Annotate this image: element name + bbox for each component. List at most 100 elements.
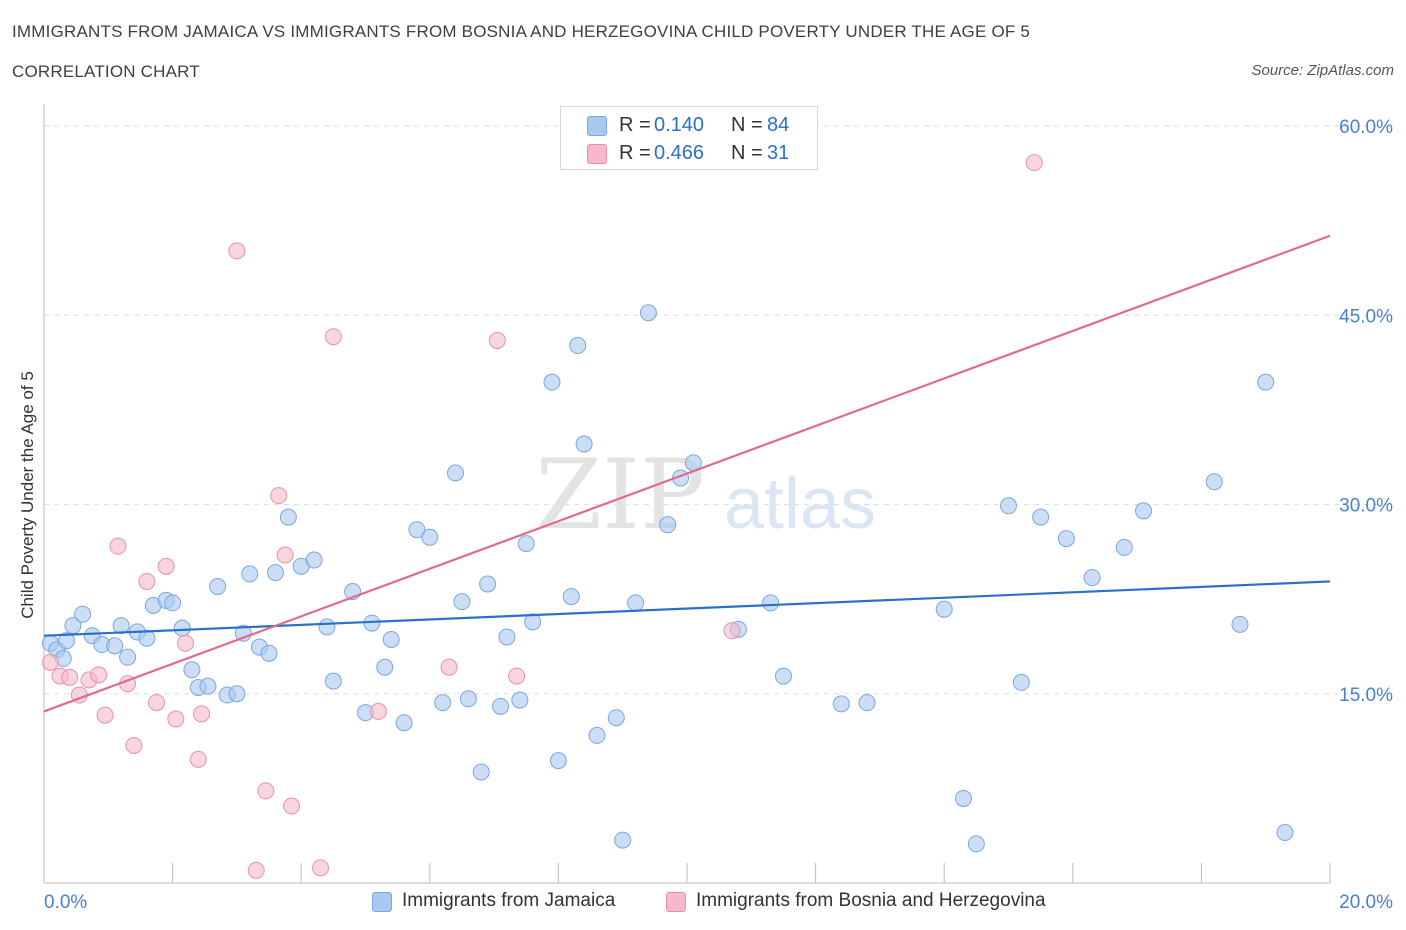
jamaica-point: [324, 672, 342, 690]
n-value: 31: [767, 142, 790, 164]
bosnia-point: [90, 666, 108, 684]
axis-tick-labels: 15.0% 30.0% 45.0% 60.0% 0.0% 20.0%: [44, 117, 1393, 913]
chart-subtitle: CORRELATION CHART: [12, 62, 200, 81]
jamaica-point: [305, 551, 323, 569]
jamaica-point: [543, 373, 561, 391]
watermark-atlas: atlas: [724, 464, 876, 544]
bosnia-point: [96, 706, 114, 724]
r-value: 0.140: [654, 114, 705, 136]
bosnia-point: [270, 487, 288, 505]
y-tick-label: 30.0%: [1339, 496, 1393, 517]
y-tick-label: 45.0%: [1339, 306, 1393, 327]
jamaica-point: [588, 726, 606, 744]
bosnia-point: [125, 736, 143, 754]
jamaica-point: [138, 629, 156, 647]
jamaica-point: [1115, 538, 1133, 556]
jamaica-point: [1205, 473, 1223, 491]
jamaica-point: [1231, 615, 1249, 633]
jamaica-point: [575, 435, 593, 453]
jamaica-point: [569, 337, 587, 355]
bosnia-point: [488, 331, 506, 349]
jamaica-point: [774, 667, 792, 685]
jamaica-point: [119, 648, 137, 666]
jamaica-point: [562, 588, 580, 606]
r-label: R =: [619, 142, 651, 164]
bosnia-point: [311, 859, 329, 877]
legend-label: Immigrants from Bosnia and Herzegovina: [696, 890, 1046, 911]
bosnia-point: [138, 572, 156, 590]
bosnia-point: [193, 705, 211, 723]
jamaica-point: [511, 691, 529, 709]
jamaica-point: [58, 632, 76, 650]
jamaica-point: [318, 618, 336, 636]
jamaica-point: [1000, 497, 1017, 515]
watermark: ZIP atlas: [535, 439, 876, 551]
jamaica-point: [1135, 502, 1153, 520]
jamaica-point: [447, 464, 465, 482]
jamaica-point: [106, 637, 124, 655]
trend-lines: [43, 234, 1331, 713]
bosnia-point: [508, 667, 526, 685]
jamaica-point: [762, 594, 780, 612]
bosnia-point: [1025, 154, 1043, 172]
bosnia-swatch: [587, 144, 607, 164]
jamaica-point: [173, 619, 191, 637]
bosnia-point: [283, 797, 301, 815]
jamaica-point: [74, 605, 92, 623]
jamaica-point: [832, 695, 850, 713]
jamaica-swatch: [587, 116, 607, 136]
stats-row-bosnia: R = 0.466 N = 31: [561, 140, 817, 168]
jamaica-point: [1257, 373, 1275, 391]
x-tick-label: 0.0%: [44, 892, 87, 913]
bosnia-point: [369, 702, 387, 720]
legend-label: Immigrants from Jamaica: [402, 890, 616, 911]
jamaica-point: [549, 752, 567, 770]
jamaica-point: [1057, 530, 1075, 548]
n-label: N =: [731, 142, 763, 164]
jamaica-point: [1276, 824, 1294, 842]
jamaica-point: [376, 658, 394, 676]
jamaica-point: [266, 564, 284, 582]
jamaica-point: [453, 593, 471, 611]
bosnia-point: [41, 653, 59, 671]
n-value: 84: [767, 114, 790, 136]
y-tick-label: 15.0%: [1339, 685, 1393, 706]
jamaica-point: [434, 694, 452, 712]
jamaica-point: [228, 685, 246, 703]
jamaica-trend-line: [43, 580, 1331, 637]
bosnia-point: [228, 242, 246, 260]
jamaica-point: [1032, 508, 1050, 526]
jamaica-point: [199, 677, 217, 695]
jamaica-point: [967, 835, 985, 853]
bosnia-point: [167, 710, 185, 728]
r-value: 0.466: [654, 142, 705, 164]
bosnia-point: [324, 328, 342, 346]
watermark-zip: ZIP: [535, 439, 704, 551]
bosnia-point: [276, 546, 294, 564]
source-label: Source: ZipAtlas.com: [1251, 62, 1394, 79]
jamaica-point: [659, 516, 677, 534]
jamaica-swatch: [372, 892, 392, 912]
jamaica-point: [614, 831, 632, 849]
jamaica-point: [382, 630, 400, 648]
bosnia-point: [61, 668, 79, 686]
jamaica-point: [627, 594, 645, 612]
jamaica-point: [935, 600, 953, 618]
jamaica-point: [395, 714, 413, 732]
jamaica-point: [954, 789, 972, 807]
axes: [43, 104, 1331, 884]
grid-lines: [44, 125, 1392, 695]
jamaica-point: [459, 690, 477, 708]
chart-title: IMMIGRANTS FROM JAMAICA VS IMMIGRANTS FR…: [12, 22, 1031, 41]
bosnia-point: [148, 694, 166, 712]
bosnia-point: [189, 750, 207, 768]
jamaica-point: [1012, 673, 1030, 691]
jamaica-point: [498, 628, 516, 646]
bosnia-point: [109, 537, 127, 555]
bosnia-swatch: [666, 892, 686, 912]
bosnia-point: [723, 622, 741, 640]
jamaica-point: [479, 575, 497, 593]
bosnia-point: [257, 782, 275, 800]
jamaica-point: [183, 661, 201, 679]
